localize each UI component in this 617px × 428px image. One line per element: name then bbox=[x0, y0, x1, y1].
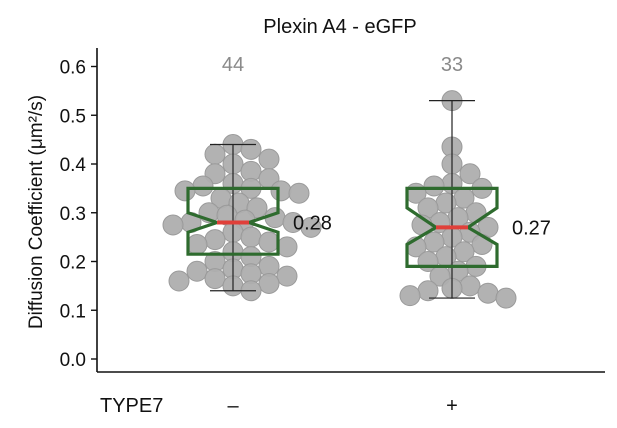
data-point bbox=[270, 180, 292, 202]
y-tick-label: 0.1 bbox=[60, 301, 86, 322]
data-point bbox=[204, 229, 226, 251]
y-tick-label: 0.3 bbox=[60, 204, 86, 225]
data-point bbox=[300, 216, 322, 238]
data-point bbox=[459, 163, 481, 185]
data-point bbox=[174, 180, 196, 202]
y-tick-label: 0.2 bbox=[60, 253, 86, 274]
data-point bbox=[240, 226, 262, 248]
y-tick-label: 0.5 bbox=[60, 106, 86, 127]
data-point bbox=[204, 268, 226, 290]
chart-title: Plexin A4 - eGFP bbox=[263, 16, 416, 38]
data-point bbox=[258, 231, 280, 253]
data-point bbox=[495, 287, 517, 309]
data-point bbox=[288, 182, 310, 204]
y-axis-label: Diffusion Coefficient (μm²/s) bbox=[26, 95, 47, 329]
median-value-label: 0.27 bbox=[512, 217, 551, 239]
y-tick-label: 0.6 bbox=[60, 58, 86, 79]
data-point bbox=[168, 270, 190, 292]
data-point bbox=[186, 260, 208, 282]
data-point bbox=[459, 275, 481, 297]
data-point bbox=[477, 282, 499, 304]
data-point bbox=[258, 148, 280, 170]
notched-box bbox=[405, 186, 499, 268]
y-tick-label: 0.0 bbox=[60, 350, 86, 371]
data-point bbox=[204, 143, 226, 165]
data-point bbox=[276, 265, 298, 287]
x-category-label: – bbox=[227, 395, 239, 417]
x-category-label: + bbox=[446, 395, 458, 417]
data-point bbox=[240, 138, 262, 160]
y-axis-ticks: 0.0 0.1 0.2 0.3 0.4 0.5 0.6 bbox=[60, 58, 97, 371]
notched-box bbox=[186, 186, 280, 256]
data-point bbox=[192, 175, 214, 197]
box-group: 330.27 bbox=[399, 54, 551, 309]
box-group: 440.28 bbox=[162, 54, 332, 302]
count-label: 44 bbox=[222, 54, 244, 76]
data-point bbox=[423, 175, 445, 197]
y-tick-label: 0.4 bbox=[60, 155, 87, 176]
median-value-label: 0.28 bbox=[293, 213, 332, 235]
data-point bbox=[399, 285, 421, 307]
x-axis-title: TYPE7 bbox=[100, 395, 163, 417]
data-point bbox=[258, 272, 280, 294]
data-point bbox=[276, 236, 298, 258]
x-category-labels: – + bbox=[227, 395, 457, 417]
count-label: 33 bbox=[441, 54, 463, 76]
data-point bbox=[162, 214, 184, 236]
data-point bbox=[186, 233, 208, 255]
